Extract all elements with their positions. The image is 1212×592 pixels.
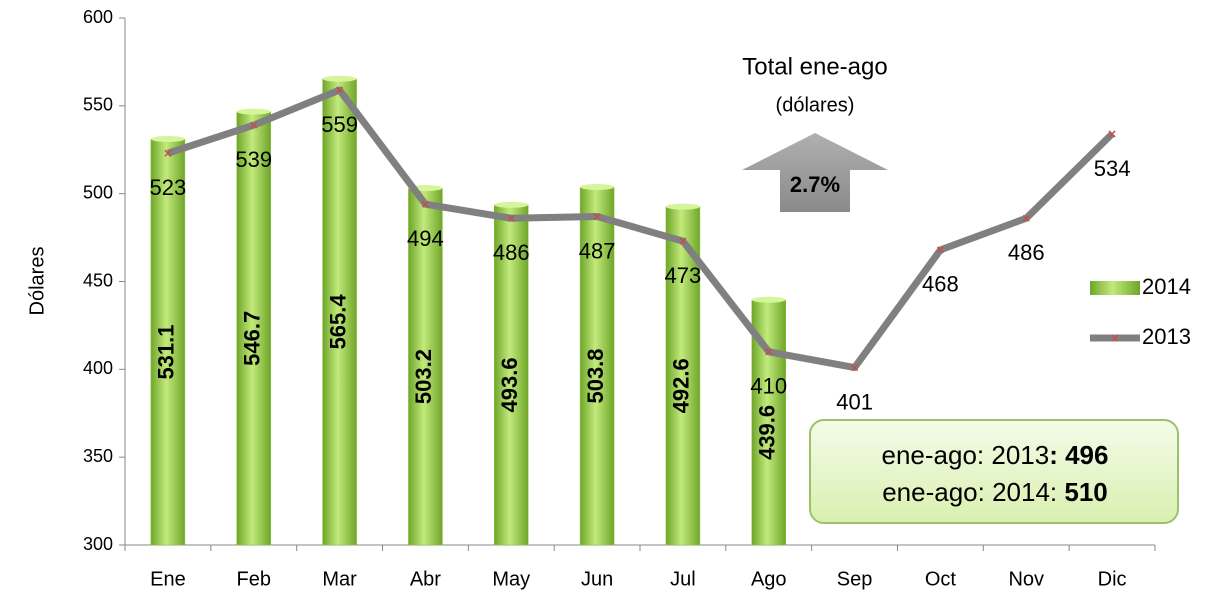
legend-marker xyxy=(1111,334,1119,342)
line-value-label: 487 xyxy=(579,238,616,263)
x-tick-label: Feb xyxy=(237,568,271,590)
y-tick-label: 550 xyxy=(83,95,113,115)
line-value-label: 523 xyxy=(150,175,187,200)
line-marker xyxy=(1108,130,1116,138)
x-tick-label: Ago xyxy=(751,568,787,590)
x-tick-label: Jun xyxy=(581,568,613,590)
arrow-label: 2.7% xyxy=(790,172,840,197)
x-tick-label: Ene xyxy=(150,568,186,590)
x-tick-label: Mar xyxy=(322,568,357,590)
line-value-label: 468 xyxy=(922,272,959,297)
line-value-label: 486 xyxy=(493,240,530,265)
arrow-icon xyxy=(742,133,888,212)
x-tick-label: Oct xyxy=(925,568,957,590)
y-axis-label: Dólares xyxy=(26,247,48,316)
line-marker xyxy=(421,200,429,208)
line-marker xyxy=(765,348,773,356)
bar-cap xyxy=(665,203,700,210)
line-marker xyxy=(593,212,601,221)
y-tick-label: 400 xyxy=(83,358,113,378)
line-marker xyxy=(336,86,344,94)
line-value-label: 486 xyxy=(1008,240,1045,265)
bar xyxy=(665,206,701,546)
summary-box xyxy=(809,419,1179,524)
y-tick-label: 350 xyxy=(83,446,113,466)
bar-value-label: 503.2 xyxy=(411,349,436,404)
bar-cap xyxy=(494,201,529,208)
line-marker xyxy=(507,214,515,222)
bar-value-label: 493.6 xyxy=(497,357,522,412)
summary-value: : 496 xyxy=(1049,440,1108,470)
bar-value-label: 546.7 xyxy=(240,311,265,366)
legend-label: 2013 xyxy=(1142,324,1191,349)
line-value-label: 494 xyxy=(407,226,444,251)
x-tick-label: Dic xyxy=(1098,568,1127,590)
bar-cap xyxy=(580,183,615,190)
bar xyxy=(494,204,529,546)
line-value-label: 401 xyxy=(836,389,873,414)
arrow-title: Total ene-ago xyxy=(742,53,887,80)
line xyxy=(166,86,1115,372)
y-tick-label: 600 xyxy=(83,7,113,27)
x-tick-label: Nov xyxy=(1008,568,1044,590)
bar-value-label: 492.6 xyxy=(669,358,694,413)
bar-value-label: 565.4 xyxy=(325,294,350,350)
legend-swatch xyxy=(1090,281,1140,295)
summary-text: ene-ago: 2013 xyxy=(882,440,1050,470)
line-marker xyxy=(1022,214,1030,222)
x-tick-label: Abr xyxy=(410,568,441,590)
line-value-label: 410 xyxy=(750,374,787,399)
line-value-label: 473 xyxy=(665,263,702,288)
bar-value-label: 503.8 xyxy=(583,348,608,403)
line-marker xyxy=(679,237,687,245)
legend-label: 2014 xyxy=(1142,274,1191,299)
x-tick-label: Sep xyxy=(837,568,873,590)
y-tick-label: 500 xyxy=(83,182,113,202)
line-value-label: 539 xyxy=(235,147,272,172)
summary-line: ene-ago: 2014: 510 xyxy=(882,477,1108,507)
bar xyxy=(579,186,615,546)
bar xyxy=(408,187,443,546)
y-tick-label: 300 xyxy=(83,534,113,554)
line-value-label: 559 xyxy=(321,112,358,137)
bar-cap xyxy=(751,296,786,303)
x-tick-label: Jul xyxy=(670,568,696,590)
bar xyxy=(236,111,271,546)
summary-value: 510 xyxy=(1064,477,1107,507)
bar xyxy=(150,138,186,546)
y-tick-label: 450 xyxy=(83,270,113,290)
bar-value-label: 439.6 xyxy=(755,405,780,460)
bar-value-label: 531.1 xyxy=(154,324,179,379)
bar-cap xyxy=(236,108,271,115)
line-marker xyxy=(936,246,944,254)
line-value-label: 534 xyxy=(1094,156,1131,181)
arrow-subtitle: (dólares) xyxy=(776,94,855,116)
bar-cap xyxy=(322,75,357,82)
bar-cap xyxy=(150,136,185,143)
line-marker xyxy=(250,121,258,129)
x-tick-label: May xyxy=(492,568,530,590)
line-marker xyxy=(851,364,859,372)
summary-line: ene-ago: 2013: 496 xyxy=(882,440,1109,470)
line-marker xyxy=(164,149,172,157)
summary-text: ene-ago: 2014: xyxy=(882,477,1064,507)
bar xyxy=(322,78,357,546)
